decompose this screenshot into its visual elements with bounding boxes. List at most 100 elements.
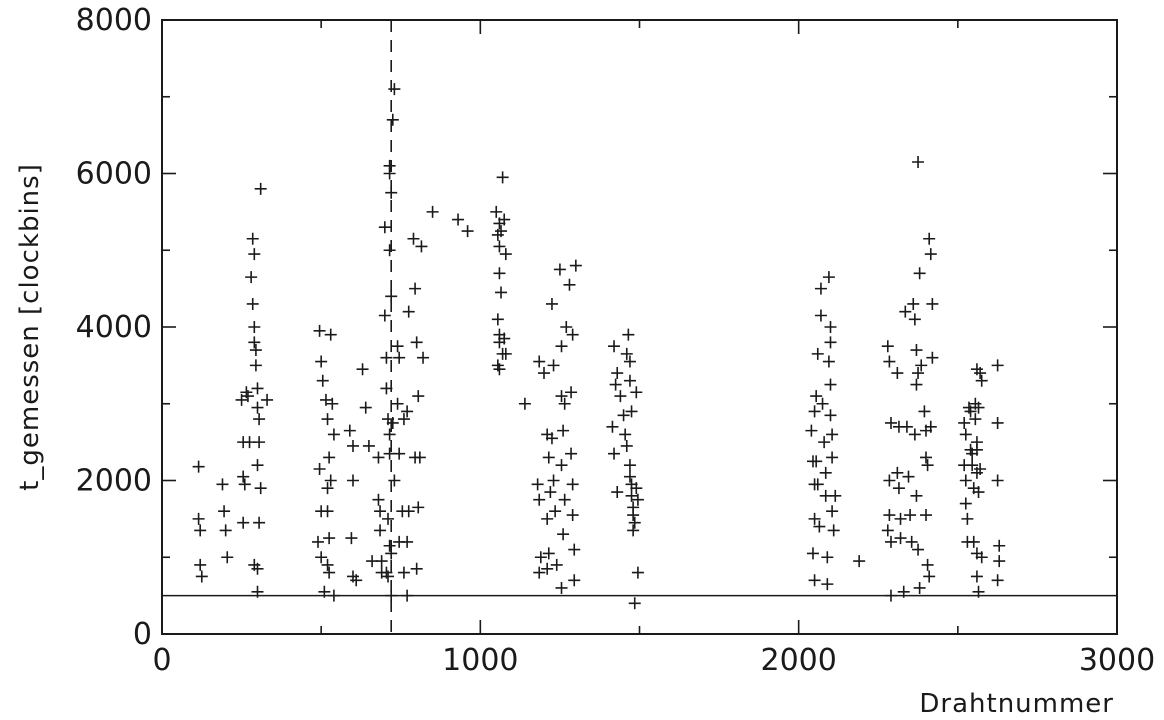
- data-point: [251, 459, 264, 472]
- data-point: [415, 240, 428, 253]
- data-point: [814, 282, 827, 295]
- data-point: [385, 290, 398, 303]
- data-point: [493, 363, 506, 376]
- data-point: [495, 225, 508, 238]
- data-point: [884, 535, 897, 548]
- data-point: [627, 524, 640, 537]
- data-point: [881, 524, 894, 537]
- data-point: [383, 539, 396, 552]
- data-point: [991, 416, 1004, 429]
- data-point: [410, 336, 423, 349]
- data-point: [905, 535, 918, 548]
- data-point: [380, 382, 393, 395]
- data-point: [254, 482, 267, 495]
- data-point: [321, 482, 334, 495]
- data-point: [397, 413, 410, 426]
- data-point: [902, 470, 915, 483]
- data-point: [498, 213, 511, 226]
- data-point: [966, 459, 979, 472]
- data-point: [324, 474, 337, 487]
- data-point: [549, 505, 562, 518]
- data-point: [245, 271, 258, 284]
- data-point: [805, 424, 818, 437]
- data-point: [498, 332, 511, 345]
- data-point: [248, 248, 261, 261]
- data-point: [813, 520, 826, 533]
- data-point: [407, 232, 420, 245]
- data-point: [323, 532, 336, 545]
- data-point: [821, 578, 834, 591]
- data-point: [558, 397, 571, 410]
- data-point: [350, 574, 363, 587]
- data-point: [897, 585, 910, 598]
- data-point: [409, 282, 422, 295]
- data-points: [192, 83, 1006, 610]
- data-point: [391, 340, 404, 353]
- data-point: [568, 543, 581, 556]
- data-point: [923, 232, 936, 245]
- data-point: [374, 524, 387, 537]
- data-point: [614, 390, 627, 403]
- data-point: [541, 512, 554, 525]
- data-point: [321, 413, 334, 426]
- data-point: [391, 397, 404, 410]
- data-point: [884, 416, 897, 429]
- data-point: [195, 570, 208, 583]
- data-point: [533, 566, 546, 579]
- data-point: [378, 309, 391, 322]
- data-point: [974, 462, 987, 475]
- data-point: [611, 486, 624, 499]
- data-point: [385, 186, 398, 199]
- data-point: [534, 551, 547, 564]
- data-point: [970, 363, 983, 376]
- data-point: [975, 551, 988, 564]
- data-point: [826, 505, 839, 518]
- data-point: [569, 259, 582, 272]
- y-axis-title: t_gemessen [clockbins]: [15, 163, 45, 491]
- data-point: [316, 374, 329, 387]
- data-point: [810, 455, 823, 468]
- data-point: [912, 155, 925, 168]
- data-point: [375, 555, 388, 568]
- data-point: [991, 574, 1004, 587]
- data-point: [323, 566, 336, 579]
- data-point: [623, 374, 636, 387]
- data-point: [970, 443, 983, 456]
- data-point: [542, 547, 555, 560]
- data-point: [426, 205, 439, 218]
- data-point: [194, 524, 207, 537]
- data-point: [565, 447, 578, 460]
- data-point: [383, 244, 396, 257]
- data-point: [378, 221, 391, 234]
- data-point: [822, 355, 835, 368]
- data-point: [926, 297, 939, 310]
- data-point: [544, 486, 557, 499]
- data-point: [811, 347, 824, 360]
- data-point: [347, 474, 359, 487]
- data-point: [402, 305, 415, 318]
- data-point: [630, 386, 643, 399]
- data-point: [452, 213, 465, 226]
- data-point: [555, 340, 568, 353]
- data-point: [811, 478, 824, 491]
- data-point: [826, 428, 839, 441]
- y-tick-label: 6000: [76, 157, 152, 192]
- data-point: [891, 466, 904, 479]
- data-point: [496, 171, 509, 184]
- data-point: [533, 493, 546, 506]
- data-point: [926, 351, 939, 364]
- data-point: [417, 351, 430, 364]
- x-tick-label: 3000: [1079, 643, 1155, 678]
- data-point: [246, 297, 259, 310]
- data-point: [818, 436, 831, 449]
- data-point: [819, 466, 832, 479]
- data-point: [249, 344, 262, 357]
- data-point: [558, 493, 571, 506]
- data-point: [967, 535, 980, 548]
- data-point: [216, 478, 229, 491]
- data-point: [566, 509, 579, 522]
- data-point: [413, 451, 426, 464]
- data-point: [541, 562, 554, 575]
- data-point: [921, 459, 934, 472]
- data-point: [547, 474, 560, 487]
